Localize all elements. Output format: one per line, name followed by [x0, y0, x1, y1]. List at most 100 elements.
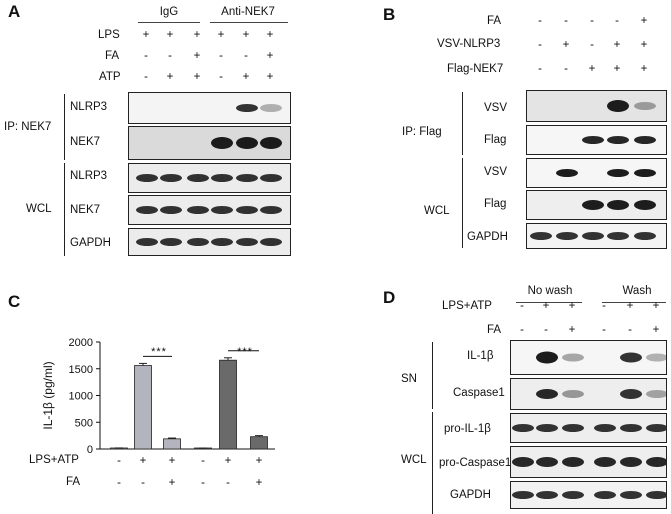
- d-pro-caspase1-band-4: [594, 457, 616, 467]
- panel-b-sign-r2-c2: +: [562, 39, 570, 51]
- panel-c-sign-r1-c4: -: [201, 455, 205, 467]
- blot-label-nek7-wcl: NEK7: [70, 204, 101, 216]
- a-nlrp3-wcl-band-3: [187, 174, 209, 182]
- panel-b-sign-r1-c5: +: [640, 15, 648, 27]
- panel-c-sign-r2-c3: +: [168, 477, 176, 489]
- d-il1b-band-3: [562, 353, 584, 362]
- blot-label-gapdh-wcl: GAPDH: [70, 237, 111, 249]
- b-flag-wcl-band-4: [607, 200, 629, 210]
- blot-d-pro-caspase1: [510, 446, 667, 478]
- b-vsv-wcl-band-4: [607, 169, 629, 177]
- ip-bracket-b: [462, 92, 463, 155]
- panel-a-sign-r1-c5: +: [242, 29, 250, 41]
- panel-b-sign-r3-c1: -: [538, 63, 542, 75]
- blot-d-pro-il1b: [510, 413, 667, 443]
- wcl-label-b: WCL: [424, 205, 450, 217]
- panel-d-sign-r1-c1: -: [520, 300, 524, 312]
- blot-label-nek7-ip: NEK7: [70, 136, 101, 148]
- panel-a-sign-r1-c2: +: [166, 29, 174, 41]
- wcl-bracket-b: [462, 158, 463, 248]
- d-pro-il1b-band-5: [620, 424, 642, 432]
- panel-d-sign-r2-c3: +: [568, 324, 576, 336]
- group-label-igg: IgG: [159, 6, 179, 18]
- blot-label-gapdh-b: GAPDH: [467, 231, 508, 243]
- panel-label-b: B: [383, 5, 396, 24]
- a-nek7-wcl-band-2: [160, 206, 182, 214]
- row-label-atp: ATP: [99, 71, 121, 83]
- panel-a-sign-r3-c1: -: [144, 71, 148, 83]
- row-label-lps: LPS: [98, 29, 120, 41]
- a-nek7-wcl-band-4: [211, 206, 233, 214]
- bar-3: [163, 438, 181, 450]
- d-gapdh-band-3: [562, 491, 584, 499]
- y-tick-label-500: 500: [75, 417, 93, 429]
- panel-a-sign-r2-c6: +: [266, 50, 274, 62]
- b-flag-ip-band-5: [634, 136, 656, 144]
- wcl-bracket-d: [432, 412, 433, 514]
- blot-b-flag-wcl: [526, 190, 667, 220]
- panel-d-sign-r1-c6: +: [652, 300, 660, 312]
- d-pro-caspase1-band-1: [512, 457, 534, 467]
- panel-b-sign-r3-c2: -: [564, 63, 568, 75]
- b-vsv-wcl-band-2: [556, 169, 578, 177]
- panel-d-sign-r2-c5: -: [628, 324, 632, 336]
- panel-c-sign-r2-c5: -: [226, 477, 230, 489]
- d-pro-caspase1-band-6: [646, 457, 666, 467]
- panel-a-sign-r2-c3: +: [193, 50, 201, 62]
- a-nek7-wcl-band-5: [236, 206, 258, 214]
- y-tick-label-1500: 1500: [69, 364, 93, 376]
- panel-c-sign-r2-c2: -: [141, 477, 145, 489]
- wcl-label: WCL: [26, 203, 52, 215]
- group-underline-igg: [138, 22, 200, 23]
- d-gapdh-band-4: [594, 491, 616, 499]
- chart-row-label-lps-atp: LPS+ATP: [29, 454, 79, 466]
- panel-a-sign-r3-c2: +: [166, 71, 174, 83]
- d-il1b-band-6: [646, 353, 666, 362]
- panel-b-sign-r3-c3: +: [588, 63, 596, 75]
- group-label-no-wash: No wash: [527, 285, 573, 297]
- panel-d-sign-r2-c4: -: [602, 324, 606, 336]
- panel-b-sign-r2-c3: -: [590, 39, 594, 51]
- d-caspase1-band-2: [536, 389, 558, 399]
- b-gapdh-band-3: [582, 232, 604, 240]
- d-pro-il1b-band-3: [562, 424, 584, 432]
- panel-c-sign-r1-c5: +: [224, 455, 232, 467]
- sn-label: SN: [401, 373, 417, 385]
- panel-a-sign-r1-c3: +: [193, 29, 201, 41]
- panel-b-sign-r2-c5: +: [640, 39, 648, 51]
- blot-label-nlrp3-ip: NLRP3: [70, 101, 108, 113]
- blot-b-vsv-ip: [526, 90, 667, 122]
- panel-d-sign-r1-c4: -: [602, 300, 606, 312]
- row-label-fa-b: FA: [487, 15, 502, 27]
- chart-row-label-fa: FA: [66, 476, 81, 488]
- bar-6: [250, 436, 268, 450]
- blot-label-pro-il1b: pro-IL-1β: [444, 423, 491, 435]
- ip-bracket: [64, 94, 65, 160]
- d-gapdh-band-6: [646, 491, 666, 499]
- panel-c-sign-r1-c3: +: [168, 455, 176, 467]
- panel-c-sign-r2-c4: -: [201, 477, 205, 489]
- b-gapdh-band-5: [634, 232, 656, 240]
- blot-a-nek7-wcl: [128, 195, 291, 225]
- y-tick-label-1000: 1000: [69, 391, 93, 403]
- panel-d-sign-r1-c5: +: [626, 300, 634, 312]
- b-gapdh-band-4: [607, 232, 629, 240]
- panel-a-sign-r3-c3: +: [193, 71, 201, 83]
- blot-label-gapdh-d: GAPDH: [450, 489, 491, 501]
- group-underline-anti-nek7: [210, 22, 288, 23]
- a-nlrp3-wcl-band-2: [160, 174, 182, 182]
- panel-c-sign-r1-c1: -: [117, 455, 121, 467]
- panel-a-sign-r3-c6: +: [266, 71, 274, 83]
- row-label-lps-atp-d: LPS+ATP: [442, 300, 492, 312]
- panel-b-sign-r1-c2: -: [564, 15, 568, 27]
- il1b-bar-chart: 0 500 1000 1500 2000 IL-1β (pg/ml): [41, 337, 275, 456]
- blot-a-nek7-ip: [128, 126, 291, 160]
- b-vsv-wcl-band-5: [634, 169, 656, 177]
- blot-label-flag-ip: Flag: [484, 134, 507, 146]
- a-nlrp3-wcl-band-1: [136, 174, 158, 182]
- significance-1: ***: [151, 346, 167, 358]
- panel-a-sign-r3-c4: -: [219, 71, 223, 83]
- panel-b-sign-r3-c5: +: [640, 63, 648, 75]
- y-tick-label-0: 0: [87, 444, 93, 456]
- a-nek7-ip-band-5: [236, 137, 258, 149]
